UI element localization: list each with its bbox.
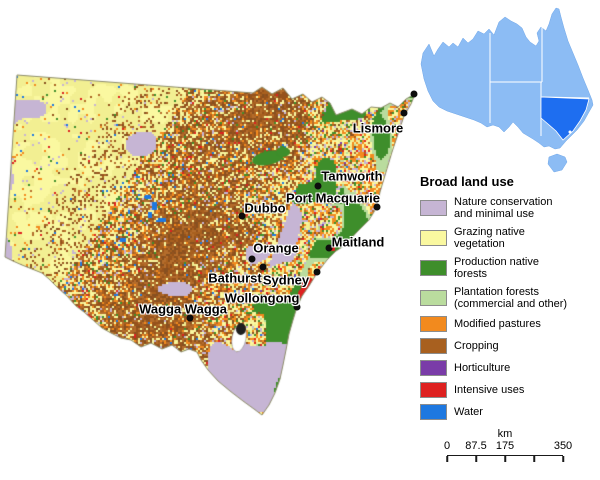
scale-bar-unit: km [497, 428, 513, 440]
map-legend: Broad land use Nature conservation and m… [420, 174, 590, 426]
legend-swatch [420, 260, 447, 276]
scale-bar-number: 87.5 [465, 440, 487, 452]
scale-bar-number: 350 [553, 440, 573, 452]
legend-item-modified-pastures: Modified pastures [420, 316, 590, 332]
legend-item-horticulture: Horticulture [420, 360, 590, 376]
legend-item-grazing-native: Grazing native vegetation [420, 226, 590, 250]
legend-item-nature-conservation: Nature conservation and minimal use [420, 196, 590, 220]
scale-bar-tick [562, 456, 564, 462]
city-label-lismore: Lismore [352, 120, 404, 136]
city-dot-dubbo [238, 212, 246, 220]
legend-item-label: Water [454, 406, 483, 418]
city-dot-lismore [400, 109, 408, 117]
legend-swatch [420, 230, 447, 246]
scale-bar: km 0 87.5 175 350 [440, 428, 573, 469]
legend-swatch [420, 200, 447, 216]
scale-bar-tick [446, 456, 448, 462]
city-label-dubbo: Dubbo [244, 200, 286, 216]
legend-items: Nature conservation and minimal use Grazi… [420, 196, 590, 420]
scale-bar-tick [533, 456, 535, 462]
legend-swatch [420, 382, 447, 398]
city-label-tamworth: Tamworth [321, 168, 383, 184]
city-label-sydney: Sydney [262, 272, 310, 288]
city-label-bathurst: Bathurst [208, 270, 262, 286]
city-dot [410, 90, 418, 98]
city-label-wollongong: Wollongong [224, 290, 300, 306]
scale-bar-line [446, 455, 564, 462]
city-dot-bathurst [259, 263, 267, 271]
legend-item-label: Grazing native vegetation [454, 226, 525, 250]
legend-item-label: Cropping [454, 340, 499, 352]
legend-title: Broad land use [420, 174, 514, 189]
city-label-maitland: Maitland [331, 234, 385, 250]
city-dot-port-macquarie [373, 203, 381, 211]
legend-item-label: Plantation forests (commercial and other… [454, 286, 568, 310]
legend-item-production-native: Production native forests [420, 256, 590, 280]
city-dot-wollongong [293, 303, 301, 311]
city-dot-wagga-wagga [186, 314, 194, 322]
legend-swatch [420, 338, 447, 354]
scale-bar-tick [475, 456, 477, 462]
legend-item-intensive-uses: Intensive uses [420, 382, 590, 398]
legend-swatch [420, 316, 447, 332]
city-label-port-macquarie: Port Macquarie [286, 190, 380, 206]
city-dot-sydney [313, 268, 321, 276]
city-dot-tamworth [314, 182, 322, 190]
scale-bar-number: 0 [443, 440, 451, 452]
scale-bar-number: 175 [495, 440, 515, 452]
legend-item-cropping: Cropping [420, 338, 590, 354]
legend-item-plantation-forests: Plantation forests (commercial and other… [420, 286, 590, 310]
city-label-wagga-wagga: Wagga Wagga [139, 301, 227, 317]
legend-item-label: Production native forests [454, 256, 539, 280]
legend-swatch [420, 404, 447, 420]
city-dot-maitland [325, 244, 333, 252]
legend-item-label: Horticulture [454, 362, 511, 374]
city-label-orange: Orange [253, 240, 299, 256]
legend-item-water: Water [420, 404, 590, 420]
scale-bar-tick [504, 456, 506, 462]
legend-item-label: Modified pastures [454, 318, 541, 330]
legend-swatch [420, 360, 447, 376]
legend-item-label: Nature conservation and minimal use [454, 196, 553, 220]
legend-item-label: Intensive uses [454, 384, 525, 396]
city-dot-orange [248, 255, 256, 263]
legend-swatch [420, 290, 447, 306]
